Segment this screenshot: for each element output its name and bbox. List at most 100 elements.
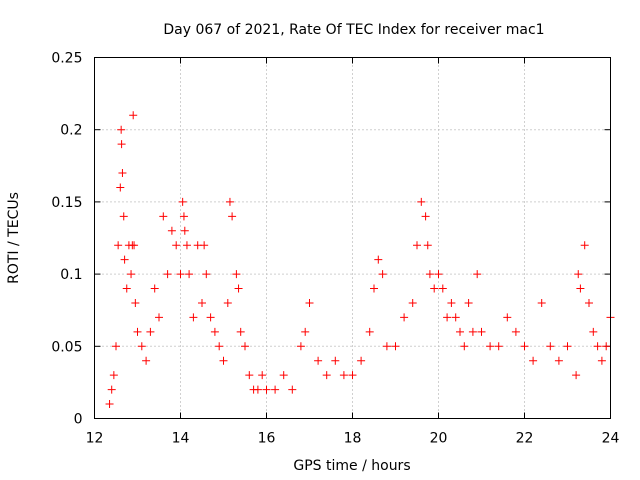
data-point — [301, 327, 310, 336]
data-point — [215, 342, 224, 351]
data-point — [232, 270, 241, 279]
data-point — [117, 140, 126, 149]
data-point — [400, 313, 409, 322]
data-point — [241, 342, 249, 351]
y-axis-ticks: 0 0.05 0.1 0.15 0.2 0.25 — [51, 51, 611, 428]
data-point — [357, 356, 366, 365]
data-point — [572, 371, 581, 380]
data-point — [576, 284, 585, 293]
data-point — [486, 342, 495, 351]
y-tick-label: 0.05 — [51, 339, 82, 355]
data-point — [206, 313, 215, 322]
data-point — [137, 342, 146, 351]
data-point — [464, 298, 473, 307]
y-axis-label: ROTI / TECUs — [6, 192, 22, 284]
data-point — [602, 342, 611, 351]
data-point — [477, 327, 486, 336]
data-point — [172, 241, 181, 250]
data-point — [331, 356, 340, 365]
data-point — [434, 270, 443, 279]
data-point — [348, 371, 357, 380]
data-point — [546, 342, 555, 351]
data-point — [430, 284, 439, 293]
data-point — [155, 313, 163, 322]
data-point — [131, 298, 140, 307]
data-point — [374, 255, 383, 264]
data-point — [271, 385, 280, 394]
data-point — [176, 270, 185, 279]
data-point — [107, 385, 116, 394]
data-point — [210, 327, 219, 336]
data-point — [219, 356, 228, 365]
data-point — [119, 212, 128, 221]
data-point — [494, 342, 503, 351]
x-tick-label: 20 — [430, 431, 448, 447]
data-point — [456, 327, 464, 336]
data-point — [537, 298, 546, 307]
data-point — [563, 342, 572, 351]
data-point — [228, 212, 237, 221]
data-point — [593, 342, 602, 351]
data-point — [460, 342, 469, 351]
data-point — [511, 327, 520, 336]
data-point — [322, 371, 331, 380]
y-tick-label: 0.2 — [60, 123, 82, 139]
data-point — [236, 327, 245, 336]
grid-lines — [94, 57, 611, 419]
data-point — [163, 270, 172, 279]
data-point — [185, 270, 194, 279]
chart-title: Day 067 of 2021, Rate Of TEC Index for r… — [163, 22, 544, 38]
data-point — [382, 342, 391, 351]
x-tick-label: 18 — [344, 431, 362, 447]
data-point — [314, 356, 323, 365]
data-point — [305, 298, 314, 307]
plot-frame — [94, 57, 611, 419]
data-point — [114, 241, 123, 250]
data-point — [150, 284, 159, 293]
x-tick-label: 16 — [258, 431, 276, 447]
data-point — [178, 197, 187, 206]
data-point — [159, 212, 168, 221]
data-point — [262, 385, 271, 394]
y-tick-label: 0.15 — [51, 195, 82, 211]
data-point — [597, 356, 606, 365]
data-point — [279, 371, 288, 380]
data-point — [413, 241, 421, 250]
data-point — [118, 169, 127, 178]
y-tick-label: 0.25 — [51, 51, 82, 67]
data-point — [589, 327, 598, 336]
data-point — [473, 270, 482, 279]
data-point — [120, 255, 129, 264]
data-point — [423, 241, 432, 250]
data-point — [167, 226, 176, 235]
data-point — [339, 371, 348, 380]
data-points — [105, 111, 615, 409]
data-point — [451, 313, 460, 322]
data-point — [105, 400, 114, 409]
x-tick-label: 14 — [172, 431, 190, 447]
y-tick-label: 0.1 — [60, 267, 82, 283]
x-axis-ticks: 12 14 16 18 20 22 24 — [86, 57, 620, 447]
data-point — [580, 241, 589, 250]
data-point — [468, 327, 477, 336]
data-point — [417, 197, 426, 206]
data-point — [296, 342, 305, 351]
data-point — [443, 313, 452, 322]
data-point — [133, 327, 142, 336]
data-point — [142, 356, 151, 365]
y-tick-label: 0 — [74, 412, 83, 428]
data-point — [408, 298, 417, 307]
x-tick-label: 24 — [602, 431, 620, 447]
x-axis-label: GPS time / hours — [293, 458, 410, 474]
data-point — [112, 342, 120, 351]
data-point — [288, 385, 297, 394]
data-point — [520, 342, 529, 351]
data-point — [122, 284, 131, 293]
data-point — [234, 284, 243, 293]
data-point — [130, 241, 139, 250]
data-point — [127, 270, 136, 279]
data-point — [585, 298, 593, 307]
data-point — [245, 371, 254, 380]
data-point — [129, 111, 138, 120]
